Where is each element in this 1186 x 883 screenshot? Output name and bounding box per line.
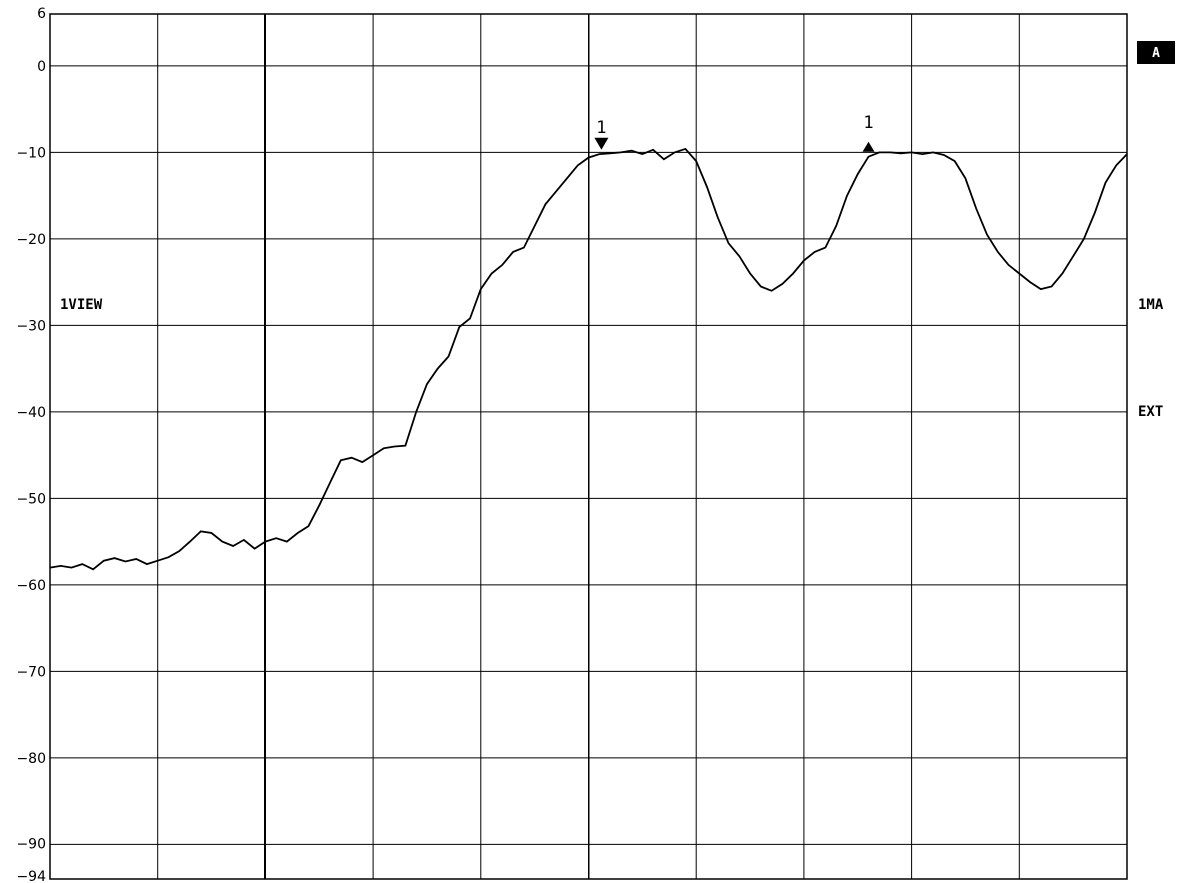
marker-2-symbol — [862, 141, 875, 152]
ext-label: EXT — [1138, 404, 1163, 420]
y-tick-label: −30 — [16, 318, 46, 334]
trace-badge-text: A — [1152, 46, 1160, 61]
y-tick-label: −94 — [16, 869, 46, 883]
y-tick-label: −50 — [16, 491, 46, 507]
ma-label: 1MA — [1138, 297, 1164, 313]
y-tick-label: −20 — [16, 232, 46, 248]
y-tick-label: −70 — [16, 664, 46, 680]
y-tick-label: −80 — [16, 751, 46, 767]
y-tick-label: 0 — [37, 59, 46, 75]
trace-badge — [1137, 41, 1175, 64]
marker-2-label: 1 — [863, 113, 873, 133]
view-label: 1VIEW — [60, 297, 103, 313]
y-tick-label: −10 — [16, 145, 46, 161]
y-tick-label: −60 — [16, 578, 46, 594]
marker-1-symbol — [594, 137, 609, 150]
series-trace — [49, 147, 1128, 571]
marker-1-label: 1 — [596, 118, 606, 138]
y-tick-label: −40 — [16, 405, 46, 421]
y-tick-label: −90 — [16, 836, 46, 852]
y-axis-ticks: 6 0 −10 −20 −30 −40 −50 −60 −70 −80 −90 −94 — [16, 6, 46, 883]
y-tick-label: 6 — [37, 6, 46, 22]
